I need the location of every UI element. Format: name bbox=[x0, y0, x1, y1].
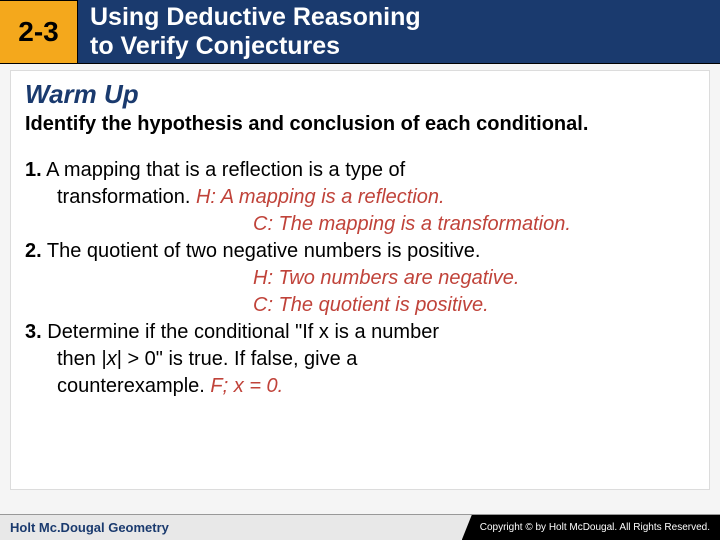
problem-2-answer-c: C: The quotient is positive. bbox=[253, 294, 489, 316]
problem-2-answer-h: H: Two numbers are negative. bbox=[253, 267, 519, 289]
problem-2-number: 2. bbox=[25, 240, 42, 262]
problem-1-answer-h: H: A mapping is a reflection. bbox=[190, 186, 444, 208]
problem-3-text-c: counterexample. bbox=[57, 375, 205, 397]
problem-3-line-3: counterexample. F; x = 0. bbox=[25, 373, 695, 400]
problems-block: 1. A mapping that is a reflection is a t… bbox=[25, 157, 695, 400]
section-number-badge: 2-3 bbox=[0, 0, 78, 64]
problem-2-answer-h-line: H: Two numbers are negative. bbox=[25, 265, 695, 292]
problem-1-number: 1. bbox=[25, 159, 42, 181]
problem-3-text-b: then | bbox=[57, 348, 107, 370]
problem-1-text-a: A mapping that is a reflection is a type… bbox=[42, 159, 406, 181]
problem-3-answer-f: F; bbox=[205, 375, 234, 397]
slide-footer: Holt Mc.Dougal Geometry Copyright © by H… bbox=[0, 514, 720, 540]
slide-title: Using Deductive Reasoning to Verify Conj… bbox=[78, 3, 421, 61]
problem-3-text-b-rest: | > 0" is true. If false, give a bbox=[117, 348, 358, 370]
problem-2-line-1: 2. The quotient of two negative numbers … bbox=[25, 238, 695, 265]
problem-3-number: 3. bbox=[25, 321, 42, 343]
footer-copyright: Copyright © by Holt McDougal. All Rights… bbox=[462, 515, 720, 540]
problem-1-line-1: 1. A mapping that is a reflection is a t… bbox=[25, 157, 695, 184]
problem-3-text-a: Determine if the conditional "If x is a … bbox=[42, 321, 439, 343]
slide-header: 2-3 Using Deductive Reasoning to Verify … bbox=[0, 0, 720, 64]
problem-3-line-2: then |x| > 0" is true. If false, give a bbox=[25, 346, 695, 373]
problem-1-line-2: transformation. H: A mapping is a reflec… bbox=[25, 184, 695, 211]
slide-content: Warm Up Identify the hypothesis and conc… bbox=[10, 70, 710, 490]
problem-3-var-x: x bbox=[107, 348, 117, 370]
title-line-1: Using Deductive Reasoning bbox=[90, 3, 421, 31]
problem-1-text-b: transformation. bbox=[57, 186, 190, 208]
problem-2-text: The quotient of two negative numbers is … bbox=[42, 240, 481, 262]
footer-brand: Holt Mc.Dougal Geometry bbox=[0, 520, 169, 535]
problem-3-answer-var: x bbox=[234, 375, 244, 397]
problem-1-answer-c-line: C: The mapping is a transformation. bbox=[25, 211, 695, 238]
warmup-heading: Warm Up bbox=[25, 79, 695, 110]
problem-1-answer-c: C: The mapping is a transformation. bbox=[253, 213, 571, 235]
problem-3-line-1: 3. Determine if the conditional "If x is… bbox=[25, 319, 695, 346]
instructions-text: Identify the hypothesis and conclusion o… bbox=[25, 112, 695, 137]
problem-3-answer-rest: = 0. bbox=[244, 375, 283, 397]
title-line-2: to Verify Conjectures bbox=[90, 32, 340, 60]
problem-2-answer-c-line: C: The quotient is positive. bbox=[25, 292, 695, 319]
